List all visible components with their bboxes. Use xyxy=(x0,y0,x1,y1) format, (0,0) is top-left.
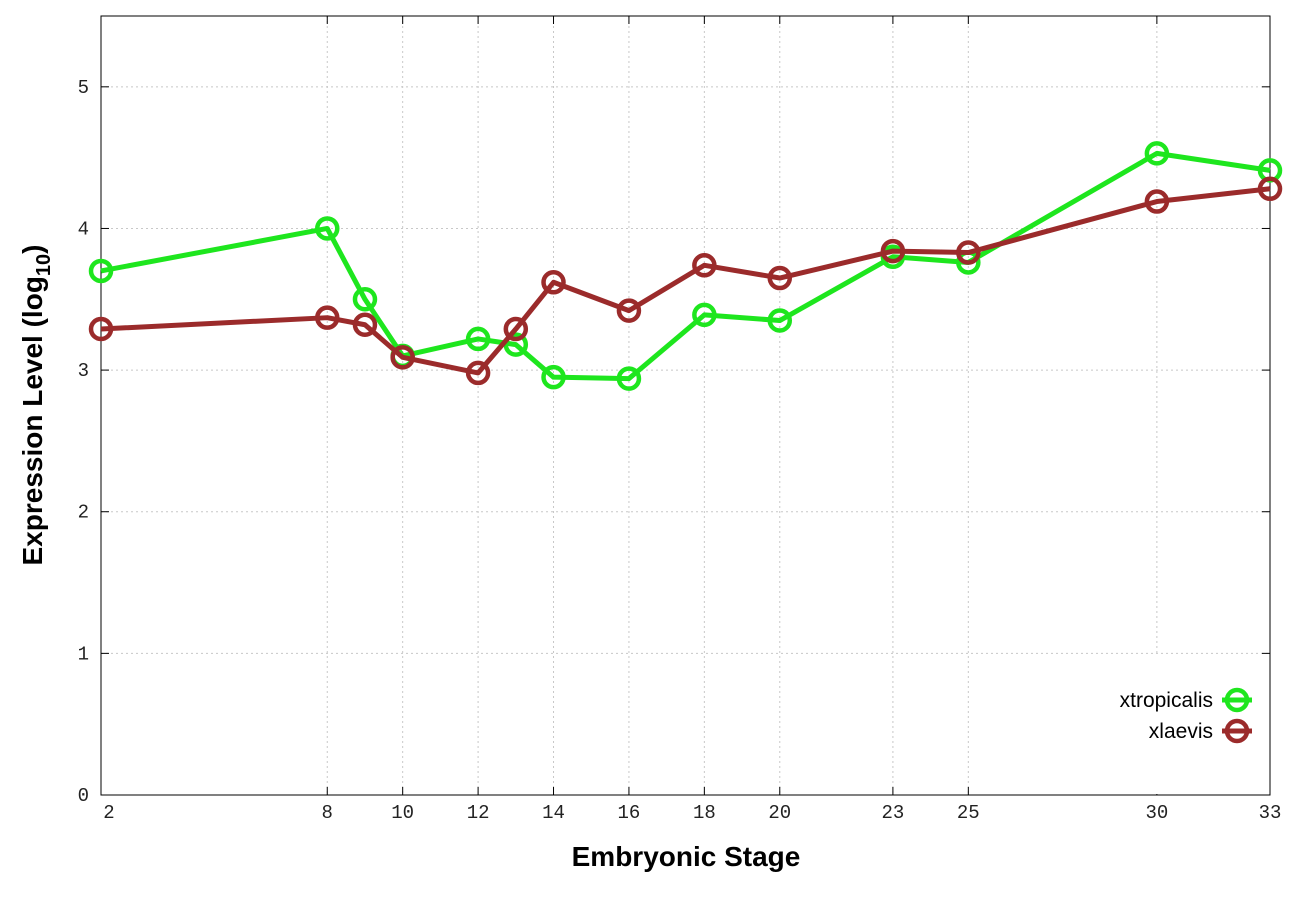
data-point xyxy=(390,345,415,370)
series-line xyxy=(100,186,1271,376)
y-axis-title: Expression Level (log10) xyxy=(17,245,55,566)
y-tick-label: 1 xyxy=(78,643,89,665)
data-point xyxy=(541,270,566,295)
legend-label: xlaevis xyxy=(1149,720,1213,743)
data-point xyxy=(503,316,529,342)
data-point xyxy=(1144,141,1170,166)
legend-marker xyxy=(1224,718,1250,744)
data-point xyxy=(88,316,114,342)
x-tick-label: 30 xyxy=(1145,802,1168,824)
data-point xyxy=(465,360,491,386)
legend-label: xtropicalis xyxy=(1120,689,1213,712)
y-axis-title-subscript: 10 xyxy=(33,254,55,276)
y-tick-label: 2 xyxy=(78,502,89,524)
y-axis-title-suffix: ) xyxy=(17,245,48,254)
x-tick-label: 14 xyxy=(542,802,565,824)
data-point xyxy=(767,308,793,333)
data-point xyxy=(352,312,378,338)
x-tick-label: 16 xyxy=(618,802,641,824)
data-point xyxy=(315,216,340,241)
x-tick-label: 23 xyxy=(881,802,904,824)
y-tick-label: 4 xyxy=(78,218,89,240)
legend-item: xtropicalis xyxy=(1120,687,1252,713)
y-tick-label: 5 xyxy=(78,77,89,99)
plot-frame xyxy=(100,15,1271,796)
y-axis-title-text: Expression Level (log xyxy=(17,276,48,565)
x-tick-label: 18 xyxy=(693,802,716,824)
data-point xyxy=(616,298,642,323)
x-tick-label: 25 xyxy=(957,802,980,824)
data-point xyxy=(541,364,566,390)
data-point xyxy=(352,287,378,312)
data-point xyxy=(503,332,529,357)
data-point xyxy=(88,258,114,284)
data-point xyxy=(880,238,906,264)
x-tick-label: 20 xyxy=(768,802,791,824)
x-axis-title: Embryonic Stage xyxy=(572,841,801,872)
data-point xyxy=(956,240,981,265)
data-point xyxy=(767,265,793,291)
x-tick-label: 10 xyxy=(391,802,414,824)
x-tick-label: 33 xyxy=(1259,802,1282,824)
x-tick-label: 8 xyxy=(322,802,333,824)
y-tick-label: 0 xyxy=(78,785,89,807)
legend-marker xyxy=(1224,687,1250,713)
legend-item: xlaevis xyxy=(1149,718,1252,744)
data-point xyxy=(616,366,642,391)
data-point xyxy=(692,302,717,328)
data-point xyxy=(1257,176,1283,202)
legend-background xyxy=(1069,654,1269,794)
x-tick-label: 2 xyxy=(103,802,114,824)
series-line xyxy=(100,150,1271,382)
y-tick-label: 3 xyxy=(78,360,89,382)
data-point xyxy=(315,305,340,330)
data-point xyxy=(1144,189,1170,214)
data-point xyxy=(692,253,717,278)
x-tick-label: 12 xyxy=(467,802,490,824)
data-point xyxy=(465,326,491,352)
